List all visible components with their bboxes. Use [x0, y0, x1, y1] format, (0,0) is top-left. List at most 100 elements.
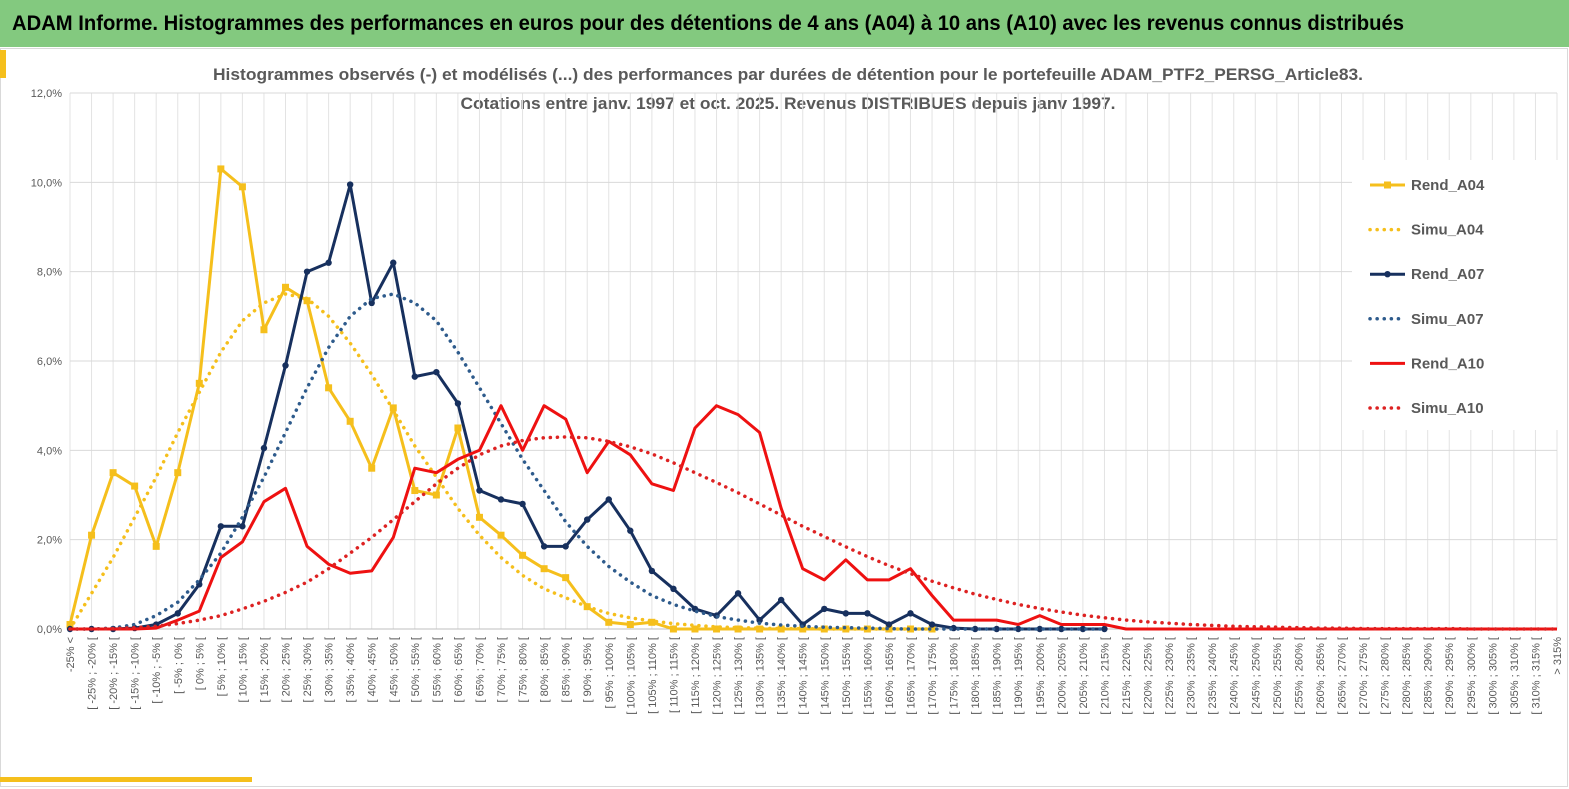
marker [260, 326, 268, 334]
marker [842, 610, 850, 617]
marker [562, 543, 569, 550]
marker [993, 625, 1000, 633]
x-tick-label: [ 35% ; 40% [ [345, 637, 357, 702]
marker [497, 531, 505, 539]
marker [303, 297, 311, 305]
marker [756, 625, 764, 633]
x-tick-label: [ 295% ; 300% [ [1466, 637, 1478, 715]
x-tick-label: [ 15% ; 20% [ [259, 637, 271, 702]
x-tick-label: [ 200% ; 205% [ [1056, 637, 1068, 715]
x-tick-label: [ 235% ; 240% [ [1207, 637, 1219, 715]
marker [109, 469, 117, 477]
marker [476, 487, 483, 494]
x-tick-label: [ 80% ; 85% [ [539, 637, 551, 702]
marker [432, 491, 440, 499]
marker [152, 542, 160, 550]
x-tick-label: [ 195% ; 200% [ [1035, 637, 1047, 715]
accent [0, 50, 6, 78]
marker [519, 551, 527, 559]
x-tick-label: [ 140% ; 145% [ [798, 637, 810, 715]
x-tick-label: [ 165% ; 170% [ [905, 637, 917, 715]
series-line [70, 404, 1557, 631]
legend-label: Simu_A04 [1411, 222, 1484, 239]
marker [799, 625, 807, 633]
x-tick-label: [ 185% ; 190% [ [992, 637, 1004, 715]
marker [88, 531, 96, 539]
marker [562, 574, 570, 582]
series [68, 292, 934, 631]
marker [346, 417, 354, 425]
marker [863, 625, 871, 633]
series [70, 404, 1557, 631]
legend-label: Rend_A07 [1411, 266, 1484, 283]
y-tick-label: 8,0% [37, 267, 62, 279]
x-tick-label: [ 305% ; 310% [ [1509, 637, 1521, 715]
x-tick-label: [ 285% ; 290% [ [1423, 637, 1435, 715]
x-tick-label: [ 190% ; 195% [ [1013, 637, 1025, 715]
marker [325, 259, 332, 266]
marker [368, 299, 375, 307]
x-tick-label: [ 225% ; 230% [ [1164, 637, 1176, 715]
x-tick-label: [ 40% ; 45% [ [367, 637, 379, 702]
legend-label: Rend_A10 [1411, 355, 1484, 372]
x-tick-label: [ 30% ; 35% [ [324, 637, 336, 702]
marker [346, 181, 354, 188]
x-tick-label: [ 310% ; 315% [ [1530, 637, 1542, 715]
x-tick-label: [ 280% ; 285% [ [1401, 637, 1413, 715]
series [68, 292, 1107, 631]
marker [605, 618, 613, 626]
x-tick-label: > 315% [1552, 637, 1564, 675]
marker [777, 625, 785, 633]
x-tick-label: [ 100% ; 105% [ [625, 637, 637, 715]
marker [325, 384, 333, 392]
marker [1015, 625, 1022, 633]
x-tick-label: [ 260% ; 265% [ [1315, 637, 1327, 715]
x-tick-label: [ 105% ; 110% [ [647, 637, 659, 714]
marker [239, 523, 246, 530]
x-tick-label: [ 220% ; 225% [ [1143, 637, 1155, 715]
marker [217, 165, 225, 173]
legend-label: Simu_A07 [1411, 311, 1484, 328]
marker [885, 621, 893, 628]
marker [195, 379, 203, 387]
x-tick-label: [ 250% ; 255% [ [1272, 637, 1284, 715]
chart-border [0, 48, 1568, 787]
x-tick-label: [ -20% ; -15% [ [108, 637, 120, 710]
marker [282, 362, 289, 369]
marker [907, 610, 914, 617]
legend-label: Rend_A04 [1411, 177, 1485, 194]
marker [670, 585, 677, 592]
chart-subtitle: Cotations entre janv. 1997 et oct. 2025.… [461, 94, 1116, 113]
marker [540, 565, 548, 573]
marker [820, 625, 828, 633]
marker [1101, 625, 1108, 633]
marker [454, 424, 462, 432]
marker [734, 625, 742, 633]
marker [669, 625, 677, 633]
y-tick-label: 10,0% [31, 177, 62, 189]
marker [864, 610, 871, 617]
x-tick-label: [ 70% ; 75% [ [496, 637, 508, 702]
marker [1079, 625, 1087, 633]
x-tick-label: [ 125% ; 130% [ [733, 637, 745, 715]
legend-label: Simu_A10 [1411, 400, 1484, 417]
y-tick-label: 6,0% [37, 356, 62, 368]
x-tick-label: [ 155% ; 160% [ [862, 637, 874, 715]
y-tick-label: 4,0% [37, 445, 62, 457]
marker [238, 183, 246, 191]
marker [174, 469, 182, 477]
marker [433, 368, 440, 376]
marker [756, 616, 763, 624]
x-tick-label: [ 215% ; 220% [ [1121, 637, 1133, 715]
marker [174, 610, 181, 617]
marker [1058, 625, 1065, 633]
marker [584, 516, 591, 523]
x-tick-label: [ 85% ; 90% [ [561, 637, 573, 702]
x-tick-label: [ 210% ; 215% [ [1099, 637, 1111, 715]
marker [648, 567, 656, 575]
x-tick-label: [ 160% ; 165% [ [884, 637, 896, 715]
x-tick-label: -25% < [65, 637, 77, 672]
x-tick-label: [ 265% ; 270% [ [1336, 637, 1348, 715]
